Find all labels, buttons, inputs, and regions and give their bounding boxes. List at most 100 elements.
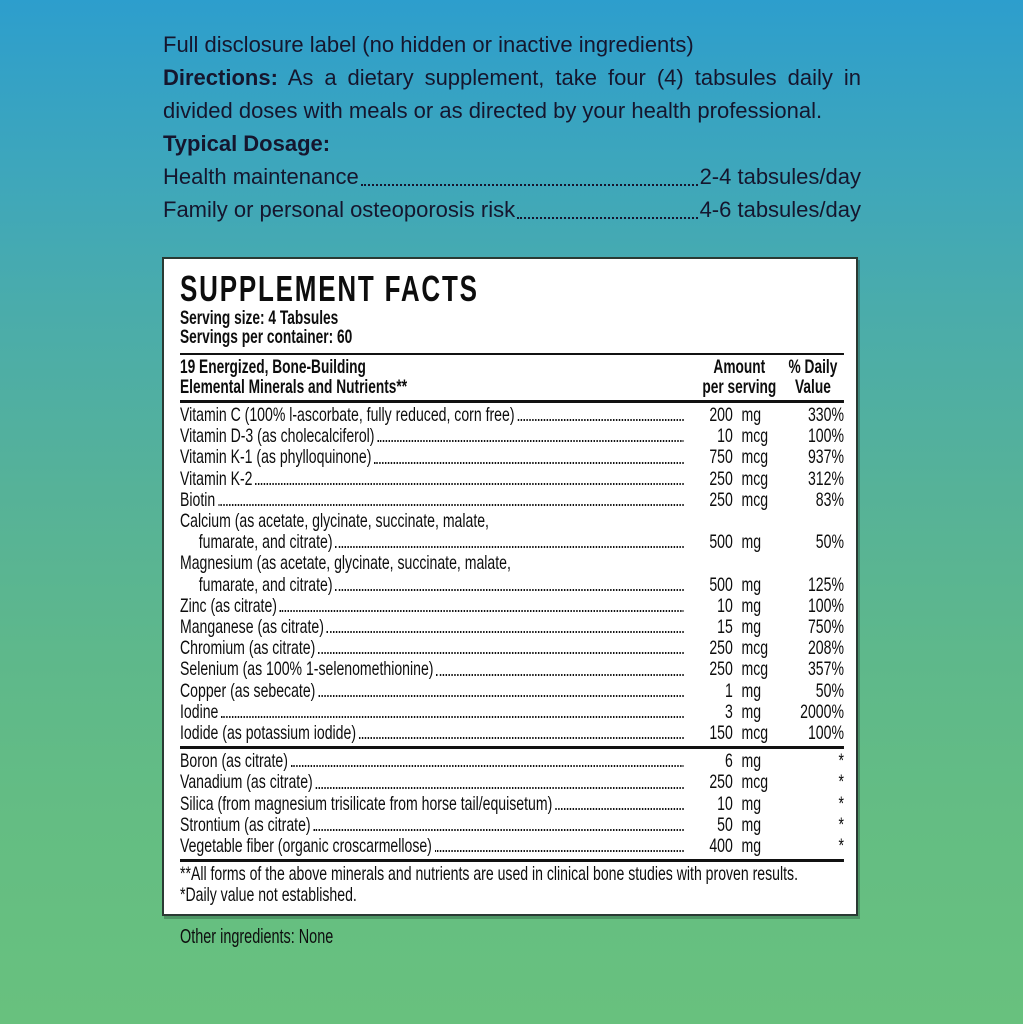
daily-value: *	[838, 792, 844, 815]
amount-unit: mg	[741, 813, 762, 836]
dot-leader	[326, 617, 684, 634]
footnotes: **All forms of the above minerals and nu…	[180, 864, 844, 906]
header-bottom-rule	[180, 400, 844, 403]
dot-leader	[255, 469, 684, 485]
amount-unit: mg	[741, 573, 762, 596]
typical-dosage-heading: Typical Dosage:	[163, 131, 331, 156]
nutrient-row: Copper (as sebecate) 1 mg 50%	[180, 679, 844, 702]
footnote: *Daily value not established.	[180, 884, 357, 907]
nutrient-row-line: Biotin 250 mcg 83%	[180, 488, 844, 511]
nutrient-row-line: Vitamin K-2 250 mcg 312%	[180, 467, 844, 490]
nutrient-name: Vegetable fiber (organic croscarmellose)	[180, 835, 432, 858]
nutrient-name: fumarate, and citrate)	[198, 531, 333, 554]
amount-unit: mcg	[741, 637, 769, 660]
nutrient-name: Manganese (as citrate)	[180, 616, 324, 639]
nutrient-row: Magnesium (as acetate, glycinate, succin…	[180, 553, 844, 596]
footnote-rule	[180, 859, 844, 863]
dot-leader	[358, 723, 684, 740]
daily-value: 357%	[807, 658, 844, 681]
daily-value: 208%	[807, 637, 844, 660]
dot-leader	[517, 405, 684, 422]
amount-unit: mg	[741, 700, 762, 723]
daily-value: 100%	[807, 425, 844, 448]
dot-leader	[279, 596, 684, 613]
dot-leader	[436, 659, 684, 676]
nutrient-name: Vitamin C (100% l-ascorbate, fully reduc…	[180, 404, 515, 426]
amount-value: 1	[724, 679, 733, 702]
nutrient-row-line: Vitamin C (100% l-ascorbate, fully reduc…	[180, 404, 844, 426]
nutrient-name: Vitamin D-3 (as cholecalciferol)	[180, 425, 375, 448]
nutrient-name-line: Calcium (as acetate, glycinate, succinat…	[180, 510, 489, 533]
nutrient-row-line: Selenium (as 100% 1-selenomethionine) 250…	[180, 659, 844, 680]
amount-value: 500	[709, 573, 733, 596]
amount-value: 10	[717, 792, 733, 815]
nutrient-name: Iodine	[180, 700, 219, 723]
amount-unit: mcg	[741, 771, 769, 794]
nutrient-name: Vanadium (as citrate)	[180, 771, 313, 794]
dot-leader	[221, 702, 684, 719]
panel-content: SUPPLEMENT FACTS Serving size: 4 Tabsule…	[180, 269, 844, 906]
daily-value: 750%	[807, 616, 844, 639]
amount-value: 150	[709, 722, 733, 745]
amount-value: 10	[717, 594, 733, 617]
amount-unit: mcg	[741, 425, 769, 448]
amount-value: 250	[709, 637, 733, 660]
nutrient-row: Zinc (as citrate) 10 mg 100%	[180, 594, 844, 617]
intro-text-block: Full disclosure label (no hidden or inac…	[163, 0, 861, 226]
nutrient-row: Selenium (as 100% 1-selenomethionine) 250…	[180, 659, 844, 680]
dot-leader	[517, 193, 698, 219]
nutrient-name: Zinc (as citrate)	[180, 594, 277, 617]
nutrient-row: Vanadium (as citrate) 250 mcg *	[180, 772, 844, 793]
dot-leader	[318, 681, 684, 697]
nutrient-name: Iodide (as potassium iodide)	[180, 722, 357, 745]
nutrient-row: Chromium (as citrate) 250 mcg 208%	[180, 638, 844, 659]
daily-value: 83%	[815, 488, 844, 511]
nutrient-row-line: Iodide (as potassium iodide) 150 mcg 100%	[180, 722, 844, 745]
dot-leader	[360, 160, 698, 186]
amount-value: 15	[717, 616, 733, 639]
nutrient-row-line: Vitamin K-1 (as phylloquinone) 750 mcg 937%	[180, 447, 844, 468]
nutrient-row: Vitamin C (100% l-ascorbate, fully reduc…	[180, 404, 844, 426]
nutrient-name: Boron (as citrate)	[180, 750, 288, 773]
daily-value: 330%	[807, 404, 844, 426]
amount-unit: mcg	[741, 467, 769, 490]
dosage-value: 2-4 tabsules/day	[699, 164, 861, 189]
directions-paragraph: Directions: As a dietary supplement, tak…	[163, 61, 861, 127]
daily-value: 937%	[807, 446, 844, 469]
daily-value: 100%	[807, 594, 844, 617]
panel-title: SUPPLEMENT FACTS	[180, 268, 479, 309]
nutrient-row-line: Chromium (as citrate) 250 mcg 208%	[180, 638, 844, 659]
nutrient-row: Iodine 3 mg 2000%	[180, 700, 844, 723]
nutrient-row: Vegetable fiber (organic croscarmellose)…	[180, 835, 844, 858]
dot-leader	[374, 447, 684, 464]
nutrient-row: Iodide (as potassium iodide) 150 mcg 100%	[180, 722, 844, 745]
dot-leader	[218, 490, 684, 507]
footnote: **All forms of the above minerals and nu…	[180, 863, 798, 886]
daily-value: *	[838, 771, 844, 794]
amount-value: 250	[709, 771, 733, 794]
nutrient-row: Vitamin K-1 (as phylloquinone) 750 mcg 937%	[180, 447, 844, 468]
daily-value: 312%	[807, 467, 844, 490]
amount-value: 750	[709, 446, 733, 469]
amount-unit: mg	[741, 679, 762, 702]
dosage-name: Health maintenance	[163, 164, 359, 189]
amount-unit: mg	[741, 531, 762, 554]
serving-size: Serving size: 4 Tabsules	[180, 308, 339, 329]
nutrient-row: Biotin 250 mcg 83%	[180, 488, 844, 511]
directions-text: As a dietary supplement, take four (4) t…	[163, 65, 861, 123]
amount-value: 200	[709, 404, 733, 426]
dot-leader	[377, 426, 684, 443]
nutrient-name: Selenium (as 100% 1-selenomethionine)	[180, 658, 434, 681]
amount-value: 500	[709, 531, 733, 554]
nutrient-row-line: Zinc (as citrate) 10 mg 100%	[180, 594, 844, 617]
dosage-list: Health maintenance 2-4 tabsules/day Family…	[163, 160, 861, 226]
nutrient-row: Calcium (as acetate, glycinate, succinat…	[180, 510, 844, 554]
amount-unit: mg	[741, 616, 762, 639]
nutrient-name: Copper (as sebecate)	[180, 679, 316, 702]
dot-leader	[290, 751, 684, 768]
amount-value: 400	[709, 835, 733, 858]
amount-value: 6	[724, 750, 733, 773]
daily-value: 50%	[815, 531, 844, 554]
nutrient-row-line: Copper (as sebecate) 1 mg 50%	[180, 679, 844, 702]
dot-leader	[315, 772, 684, 789]
